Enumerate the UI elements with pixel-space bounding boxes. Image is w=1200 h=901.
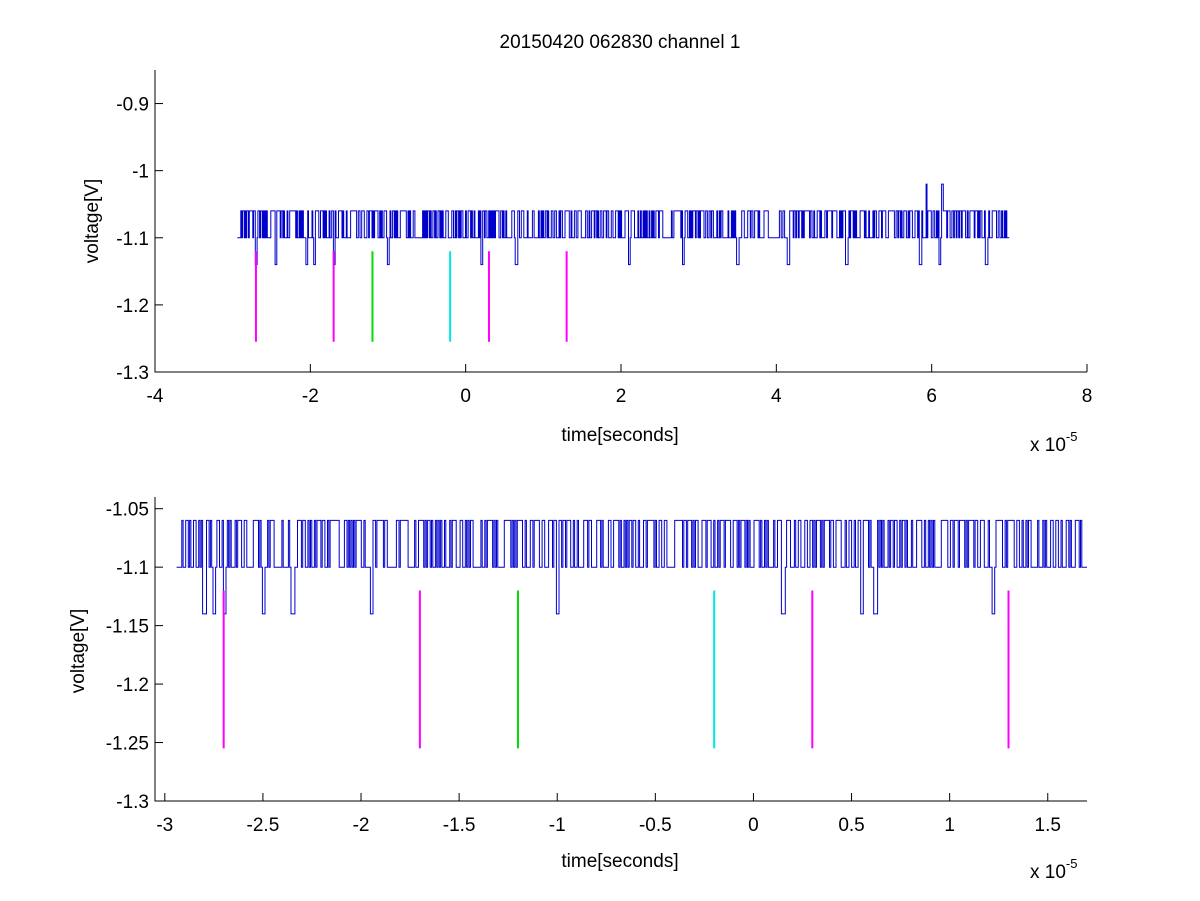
top-trace-layer xyxy=(237,183,1010,266)
y-tick-label: -1.05 xyxy=(106,500,149,521)
x-tick-label: -4 xyxy=(147,386,164,407)
x-tick-label: 6 xyxy=(926,386,937,407)
y-tick-label: -1.25 xyxy=(106,734,149,755)
x-tick-label: -2.5 xyxy=(247,815,280,836)
x-tick-label: 0.5 xyxy=(838,815,864,836)
top-y-axis-label: voltage[V] xyxy=(82,179,103,264)
bottom-x-exponent: x 10-5 xyxy=(1030,856,1077,883)
bottom-x-axis-label: time[seconds] xyxy=(561,851,678,872)
x-tick-label: 1.5 xyxy=(1035,815,1061,836)
bottom-y-axis-label: voltage[V] xyxy=(68,609,89,694)
voltage-trace xyxy=(237,183,1010,266)
top-x-exponent-power: -5 xyxy=(1066,429,1078,444)
x-tick-label: 0 xyxy=(460,386,471,407)
top-x-exponent: x 10-5 xyxy=(1030,429,1077,456)
x-tick-label: -2 xyxy=(302,386,319,407)
x-tick-label: 1 xyxy=(944,815,955,836)
x-tick-label: -3 xyxy=(156,815,173,836)
bottom-axes: -3 -2.5 -2 -1.5 -1 -0.5 0 0.5 1 1.5 -1.3 -1.25 -1.2 -… xyxy=(68,497,1087,883)
x-tick-label: 0 xyxy=(748,815,759,836)
x-tick-label: -0.5 xyxy=(639,815,672,836)
bottom-tick-layer: -3 -2.5 -2 -1.5 -1 -0.5 0 0.5 1 1.5 -1.3 -1.25 -1.2 -… xyxy=(106,500,1061,836)
top-marker-layer xyxy=(254,251,568,342)
x-tick-label: -1.5 xyxy=(443,815,476,836)
y-tick-label: -1.3 xyxy=(116,363,149,384)
x-tick-label: 4 xyxy=(771,386,782,407)
x-tick-label: -1 xyxy=(549,815,566,836)
top-tick-layer: -4 -2 0 2 4 6 8 -1.3 -1.2 -1.1 -1 -0.9 xyxy=(116,95,1092,407)
y-tick-label: -1 xyxy=(132,162,149,183)
bottom-x-exponent-power: -5 xyxy=(1066,856,1078,871)
x-tick-label: 8 xyxy=(1082,386,1093,407)
y-tick-label: -1.2 xyxy=(116,296,149,317)
figure-title: 20150420 062830 channel 1 xyxy=(500,32,741,53)
y-tick-label: -0.9 xyxy=(116,95,149,116)
top-x-axis-label: time[seconds] xyxy=(561,425,678,446)
bottom-marker-layer xyxy=(222,590,1010,749)
top-axes: -4 -2 0 2 4 6 8 -1.3 -1.2 -1.1 -1 -0.9 time[seconds… xyxy=(82,70,1092,456)
top-x-exponent-base: x 10 xyxy=(1030,435,1066,456)
x-tick-label: -2 xyxy=(353,815,370,836)
y-tick-label: -1.1 xyxy=(116,558,149,579)
bottom-x-exponent-base: x 10 xyxy=(1030,862,1066,883)
y-tick-label: -1.15 xyxy=(106,617,149,638)
y-tick-label: -1.3 xyxy=(116,792,149,813)
y-tick-label: -1.2 xyxy=(116,675,149,696)
x-tick-label: 2 xyxy=(616,386,627,407)
bottom-trace-layer xyxy=(176,519,1087,615)
y-tick-label: -1.1 xyxy=(116,229,149,250)
voltage-trace xyxy=(176,519,1087,615)
